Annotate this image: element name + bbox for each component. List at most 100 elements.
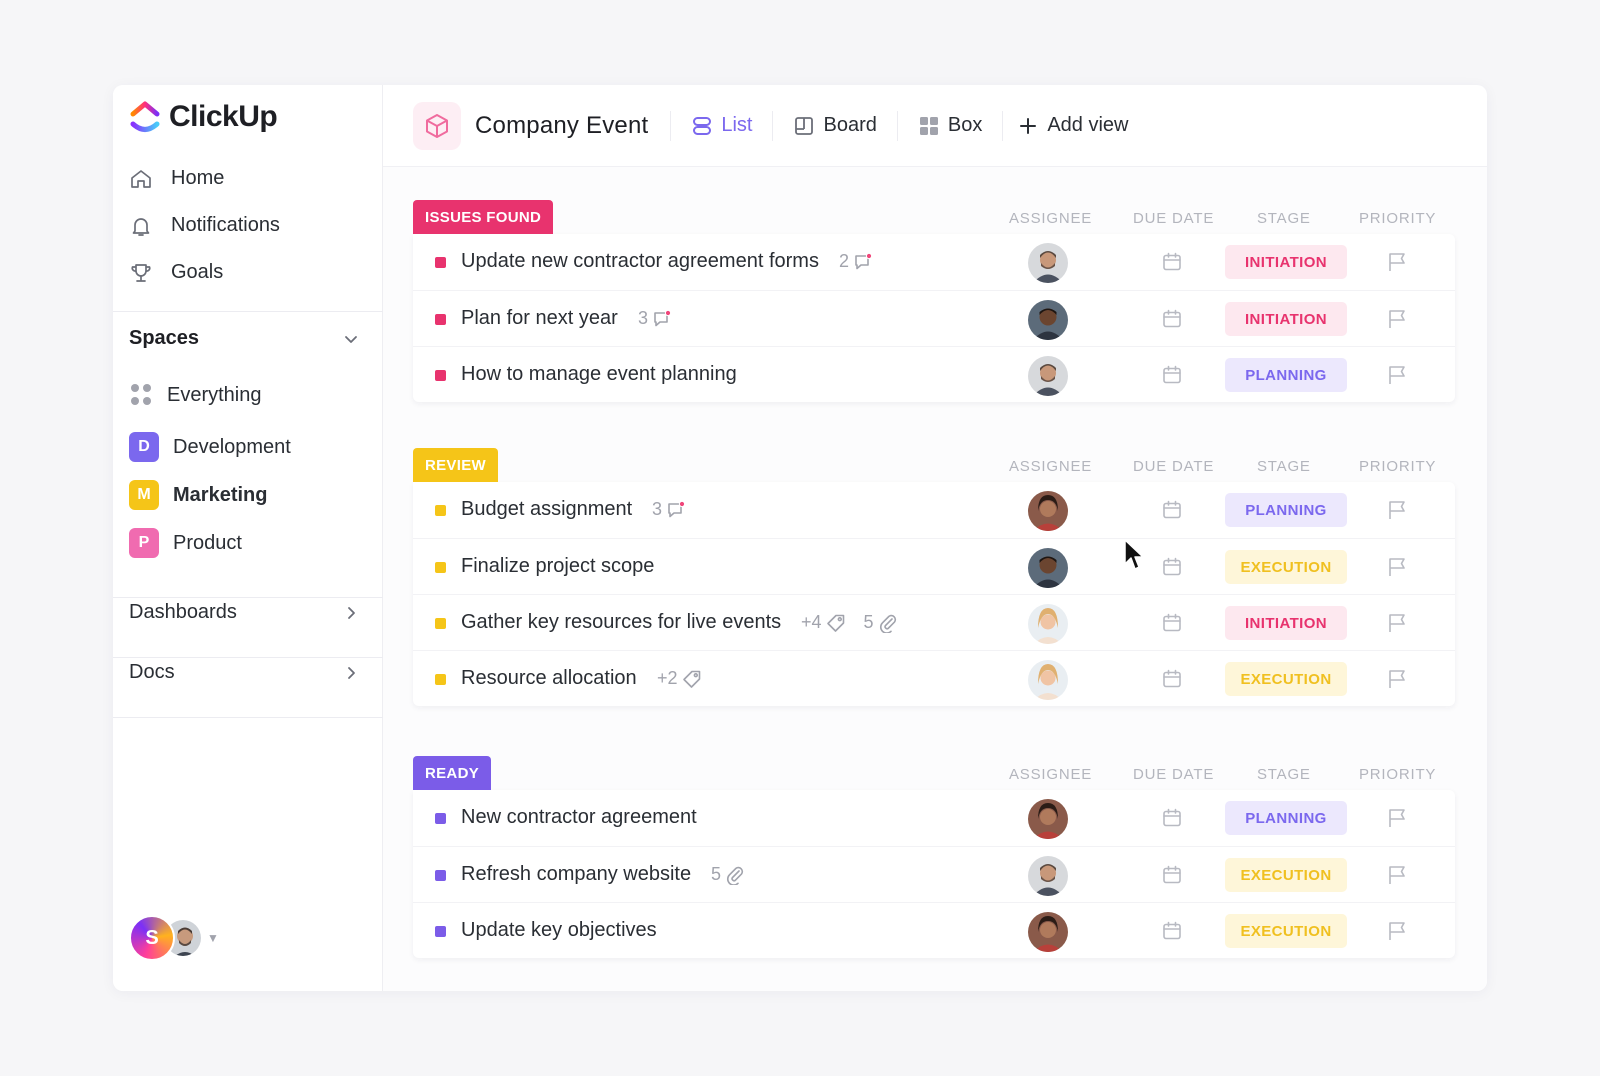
calendar-icon[interactable] (1161, 920, 1183, 942)
status-bullet[interactable] (435, 562, 446, 573)
column-header-priority[interactable]: PRIORITY (1359, 766, 1437, 783)
flag-icon[interactable] (1386, 807, 1408, 829)
sidebar-dashboards[interactable]: Dashboards (129, 601, 361, 624)
task-meta[interactable]: 3 (652, 499, 686, 520)
stage-badge[interactable]: EXECUTION (1225, 662, 1347, 696)
status-bullet[interactable] (435, 370, 446, 381)
status-bullet[interactable] (435, 813, 446, 824)
space-development[interactable]: D Development (129, 423, 291, 471)
stage-badge[interactable]: PLANNING (1225, 358, 1347, 392)
nav-notifications[interactable]: Notifications (129, 202, 369, 249)
user-menu[interactable]: S ▼ (129, 915, 219, 961)
avatar[interactable] (1028, 660, 1068, 700)
flag-icon[interactable] (1386, 251, 1408, 273)
task-row[interactable]: Gather key resources for live events +4 5 I… (413, 594, 1455, 650)
avatar[interactable] (1028, 912, 1068, 952)
column-header-priority[interactable]: PRIORITY (1359, 458, 1437, 475)
task-meta[interactable]: 5 (864, 612, 898, 633)
calendar-icon[interactable] (1161, 612, 1183, 634)
task-row[interactable]: Budget assignment 3 PLANNING (413, 482, 1455, 538)
stage-badge[interactable]: INITIATION (1225, 606, 1347, 640)
column-header-assignee[interactable]: ASSIGNEE (1009, 766, 1093, 783)
flag-icon[interactable] (1386, 864, 1408, 886)
flag-icon[interactable] (1386, 668, 1408, 690)
flag-icon[interactable] (1386, 499, 1408, 521)
stage-badge[interactable]: EXECUTION (1225, 914, 1347, 948)
task-row[interactable]: Update new contractor agreement forms 2 IN… (413, 234, 1455, 290)
calendar-icon[interactable] (1161, 308, 1183, 330)
task-meta[interactable]: 5 (711, 864, 745, 885)
column-header-stage[interactable]: STAGE (1257, 458, 1311, 475)
avatar[interactable] (1028, 548, 1068, 588)
calendar-icon[interactable] (1161, 556, 1183, 578)
stage-badge[interactable]: EXECUTION (1225, 858, 1347, 892)
task-name[interactable]: Update new contractor agreement forms (461, 250, 819, 272)
space-product[interactable]: P Product (129, 519, 291, 567)
avatar[interactable] (1028, 491, 1068, 531)
task-meta[interactable]: +4 (801, 612, 846, 633)
nav-goals[interactable]: Goals (129, 249, 369, 296)
clickup-logo[interactable]: ClickUp (129, 99, 278, 135)
column-header-assignee[interactable]: ASSIGNEE (1009, 210, 1093, 227)
task-name[interactable]: New contractor agreement (461, 806, 697, 828)
space-marketing[interactable]: M Marketing (129, 471, 291, 519)
group-status-tag[interactable]: REVIEW (413, 448, 498, 482)
stage-badge[interactable]: INITIATION (1225, 245, 1347, 279)
task-row[interactable]: Plan for next year 3 INITIATION (413, 290, 1455, 346)
stage-badge[interactable]: INITIATION (1225, 302, 1347, 336)
tab-list[interactable]: List (671, 106, 772, 146)
task-name[interactable]: Gather key resources for live events (461, 611, 782, 633)
column-header-due-date[interactable]: DUE DATE (1133, 458, 1215, 475)
calendar-icon[interactable] (1161, 864, 1183, 886)
group-status-tag[interactable]: READY (413, 756, 492, 790)
avatar[interactable] (1028, 604, 1068, 644)
task-row[interactable]: Update key objectives EXECUTION (413, 902, 1455, 958)
column-header-due-date[interactable]: DUE DATE (1133, 210, 1215, 227)
calendar-icon[interactable] (1161, 499, 1183, 521)
calendar-icon[interactable] (1161, 251, 1183, 273)
flag-icon[interactable] (1386, 920, 1408, 942)
project-icon[interactable] (413, 101, 461, 150)
stage-badge[interactable]: EXECUTION (1225, 550, 1347, 584)
flag-icon[interactable] (1386, 364, 1408, 386)
space-everything[interactable]: Everything (129, 371, 291, 419)
column-header-due-date[interactable]: DUE DATE (1133, 766, 1215, 783)
column-header-priority[interactable]: PRIORITY (1359, 210, 1437, 227)
task-row[interactable]: How to manage event planning PLANNING (413, 346, 1455, 402)
task-name[interactable]: Resource allocation (461, 667, 637, 689)
flag-icon[interactable] (1386, 556, 1408, 578)
task-row[interactable]: Resource allocation +2 EXECUTION (413, 650, 1455, 706)
task-meta[interactable]: 3 (638, 308, 672, 329)
task-meta[interactable]: +2 (657, 668, 702, 689)
avatar[interactable] (1028, 243, 1068, 283)
status-bullet[interactable] (435, 505, 446, 516)
flag-icon[interactable] (1386, 612, 1408, 634)
sidebar-docs[interactable]: Docs (129, 661, 361, 684)
tab-box[interactable]: Box (898, 106, 1002, 146)
task-row[interactable]: Refresh company website 5 EXECUTION (413, 846, 1455, 902)
avatar[interactable] (1028, 799, 1068, 839)
calendar-icon[interactable] (1161, 364, 1183, 386)
nav-home[interactable]: Home (129, 155, 369, 202)
column-header-stage[interactable]: STAGE (1257, 766, 1311, 783)
spaces-header[interactable]: Spaces (129, 327, 361, 350)
task-name[interactable]: Budget assignment (461, 498, 633, 520)
add-view-button[interactable]: Add view (1003, 106, 1148, 146)
calendar-icon[interactable] (1161, 807, 1183, 829)
group-status-tag[interactable]: ISSUES FOUND (413, 200, 554, 234)
task-name[interactable]: How to manage event planning (461, 363, 737, 385)
task-row[interactable]: Finalize project scope EXECUTION (413, 538, 1455, 594)
status-bullet[interactable] (435, 926, 446, 937)
flag-icon[interactable] (1386, 308, 1408, 330)
task-name[interactable]: Finalize project scope (461, 555, 655, 577)
status-bullet[interactable] (435, 314, 446, 325)
status-bullet[interactable] (435, 257, 446, 268)
calendar-icon[interactable] (1161, 668, 1183, 690)
task-name[interactable]: Update key objectives (461, 919, 657, 941)
status-bullet[interactable] (435, 618, 446, 629)
avatar[interactable] (1028, 856, 1068, 896)
stage-badge[interactable]: PLANNING (1225, 801, 1347, 835)
task-row[interactable]: New contractor agreement PLANNING (413, 790, 1455, 846)
tab-board[interactable]: Board (773, 106, 896, 146)
avatar[interactable] (1028, 300, 1068, 340)
